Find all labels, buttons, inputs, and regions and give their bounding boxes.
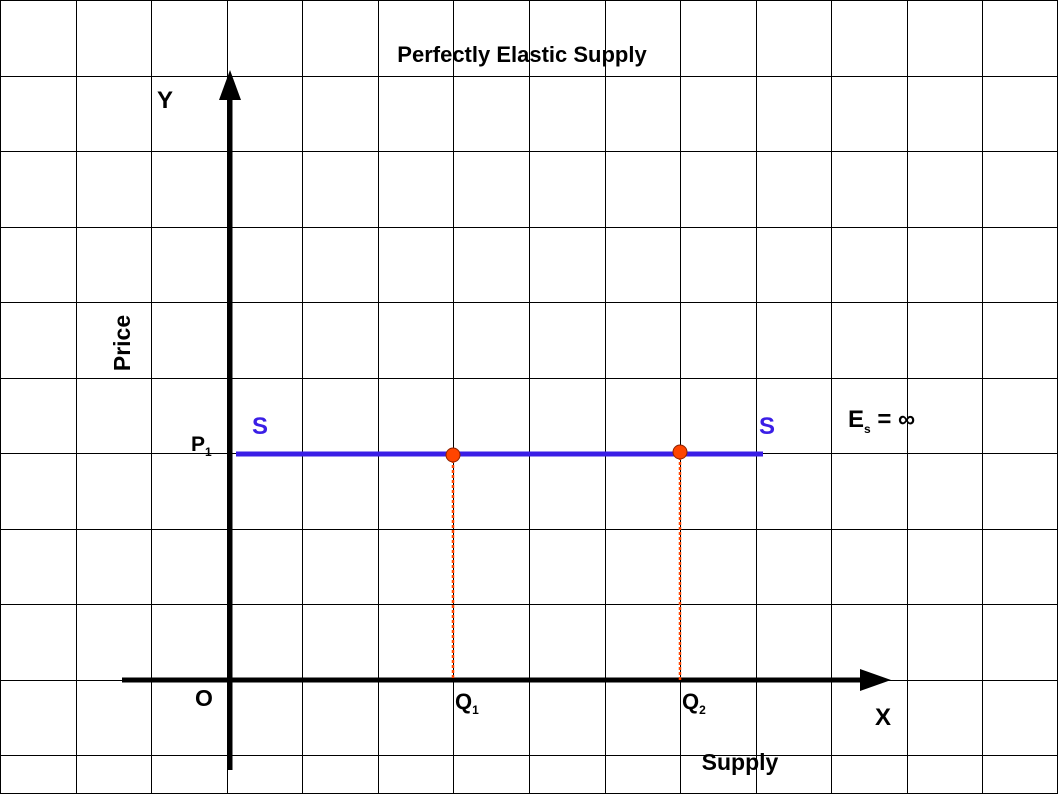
supply-label: S <box>759 413 775 440</box>
elasticity-rest: = ∞ <box>871 406 915 433</box>
x-axis-arrow <box>860 669 891 691</box>
price-main: P <box>191 433 205 456</box>
quantity-main: Q <box>682 689 699 714</box>
elasticity-label: Es = ∞ <box>848 406 915 436</box>
point <box>672 444 688 460</box>
quantity-label: Q1 <box>455 689 479 717</box>
origin-label: O <box>195 685 213 711</box>
supply-label: S <box>252 413 268 440</box>
title: Perfectly Elastic Supply <box>397 42 647 67</box>
price-sub: 1 <box>205 445 212 459</box>
quantity-sub: 2 <box>699 703 706 717</box>
y-axis-arrow <box>219 70 241 100</box>
y-symbol: Y <box>157 87 173 114</box>
quantity-label: Q2 <box>682 689 706 717</box>
price-label: P1 <box>191 433 212 459</box>
elasticity-sub: s <box>864 422 871 436</box>
point <box>445 447 461 463</box>
x-label: Supply <box>702 749 779 775</box>
quantity-sub: 1 <box>472 703 479 717</box>
elasticity-main: E <box>848 406 864 433</box>
quantity-main: Q <box>455 689 472 714</box>
x-symbol: X <box>875 704 891 731</box>
y-label: Price <box>109 315 135 371</box>
